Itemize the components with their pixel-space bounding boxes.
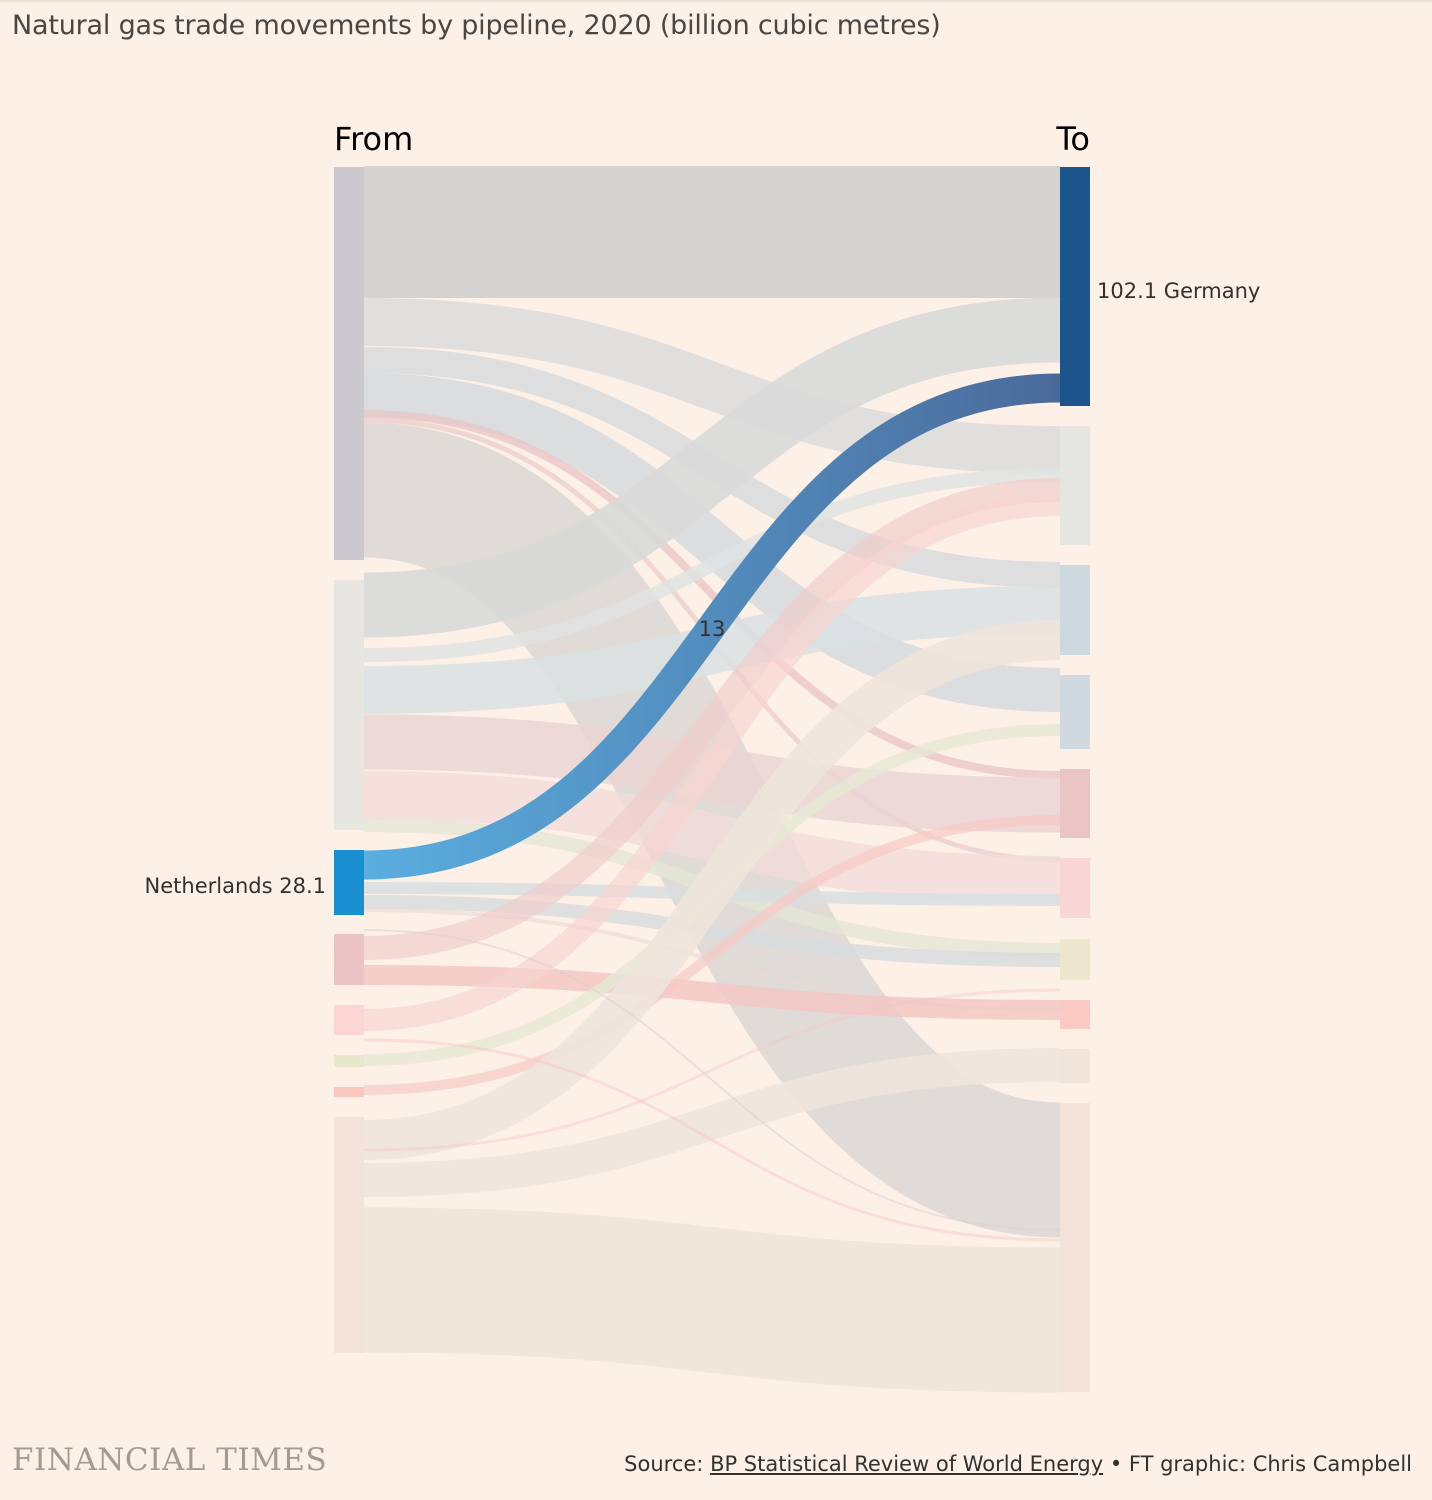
source-node [334, 1117, 364, 1353]
column-header-to: To [1055, 120, 1090, 158]
flow [363, 468, 1061, 662]
source-label-netherlands: Netherlands 28.1 [145, 874, 326, 898]
source-link[interactable]: BP Statistical Review of World Energy [710, 1452, 1104, 1476]
source-node [334, 1005, 364, 1035]
flow [363, 297, 1061, 638]
flow [363, 988, 1061, 1152]
target-label-germany: 102.1 Germany [1097, 279, 1260, 303]
source-node-netherlands [334, 850, 364, 915]
source-credit: • FT graphic: Chris Campbell [1103, 1452, 1412, 1476]
target-nodes [1060, 167, 1090, 1392]
background-flows [361, 166, 1063, 1393]
highlight-flow-netherlands-germany[interactable] [363, 373, 1061, 880]
flow [363, 771, 1061, 904]
source-prefix: Source: [624, 1452, 711, 1476]
source-line: Source: BP Statistical Review of World E… [624, 1452, 1412, 1476]
flow [363, 1048, 1061, 1197]
target-node [1060, 1103, 1090, 1392]
column-header-from: From [334, 120, 413, 158]
target-node [1060, 769, 1090, 838]
source-node [334, 580, 364, 830]
target-node [1060, 426, 1090, 545]
flow [363, 965, 1061, 1020]
flow [363, 620, 1061, 1160]
flow [363, 815, 1061, 1095]
target-node [1060, 675, 1090, 749]
target-node [1060, 565, 1090, 655]
ft-logo: FINANCIAL TIMES [12, 1442, 328, 1478]
flow [363, 929, 1061, 1231]
flow-value-label: 13 [699, 617, 726, 641]
flow [363, 494, 1061, 1031]
target-node [1060, 858, 1090, 918]
target-node [1060, 1049, 1090, 1083]
flow [363, 1207, 1061, 1393]
flow [363, 298, 1061, 474]
source-node [334, 1087, 364, 1097]
target-node-germany [1060, 167, 1090, 406]
source-node [334, 934, 364, 985]
source-nodes [334, 167, 364, 1353]
target-node [1060, 1000, 1090, 1029]
source-node [334, 1055, 364, 1067]
chart-title: Natural gas trade movements by pipeline,… [12, 10, 941, 41]
source-node [334, 167, 364, 560]
flow [363, 895, 1061, 967]
target-node [1060, 939, 1090, 980]
flow [363, 1038, 1061, 1242]
flow [363, 478, 1061, 960]
top-rule [0, 0, 1432, 4]
